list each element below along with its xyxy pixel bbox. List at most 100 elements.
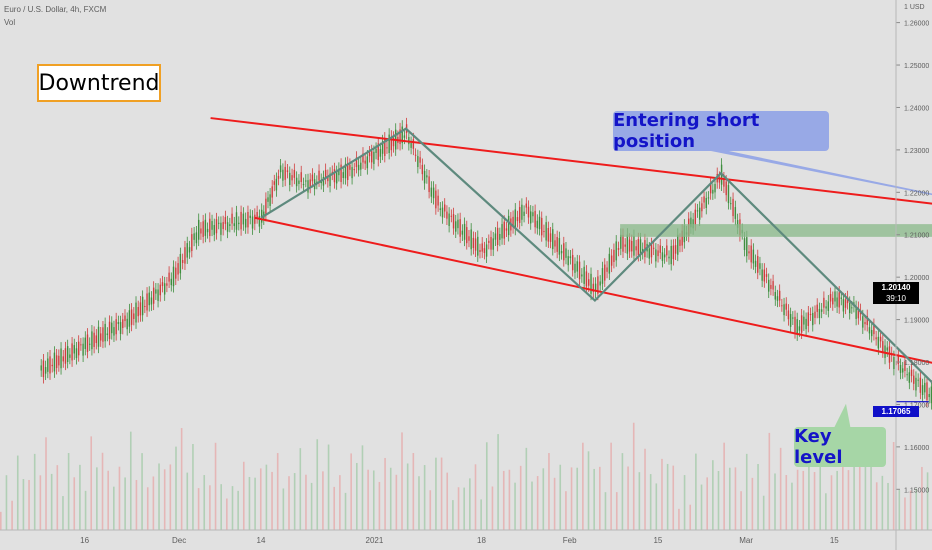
candle-body [604, 264, 606, 281]
candle-body [844, 299, 847, 308]
candle-body [776, 296, 779, 301]
candle-body [613, 249, 615, 262]
candle-body [338, 168, 340, 176]
candle-body [736, 220, 739, 228]
candle-body [401, 126, 403, 143]
candle-body [177, 263, 179, 275]
candle-body [774, 291, 776, 300]
volume-bar [0, 511, 2, 530]
volume-bar [864, 466, 867, 530]
candle-body [117, 322, 120, 325]
price-candles [40, 117, 932, 410]
candle-body [757, 256, 759, 273]
volume-label[interactable]: Vol [4, 18, 16, 27]
candle-body [601, 268, 604, 284]
volume-bar [197, 488, 200, 530]
volume-bar [282, 488, 285, 530]
candle-body [450, 215, 453, 217]
downtrend-label[interactable]: Downtrend [37, 64, 161, 102]
candle-body [373, 151, 375, 164]
candle-body [251, 216, 254, 229]
volume-bar [395, 474, 398, 530]
candle-body [661, 252, 664, 262]
candle-body [930, 386, 932, 404]
candle-body [588, 279, 590, 286]
candle-body [181, 260, 184, 263]
volume-bar [695, 453, 697, 530]
candle-body [410, 142, 412, 148]
candle-body [441, 207, 444, 218]
volume-bar [339, 475, 341, 530]
volume-bar [728, 467, 731, 530]
candle-body [754, 260, 757, 267]
volume-bar [327, 444, 330, 530]
channel-lower-line[interactable] [254, 216, 932, 466]
volume-bar [220, 484, 222, 530]
candle-body [240, 211, 242, 230]
volume-bar [412, 453, 415, 530]
volume-bar [678, 508, 680, 530]
candle-body [809, 313, 812, 315]
candle-body [368, 152, 371, 157]
volume-bar [333, 486, 336, 530]
volume-bar [909, 490, 912, 530]
candle-body [488, 240, 490, 243]
candle-body [655, 249, 657, 262]
volume-bar [502, 470, 505, 530]
volume-bar [124, 477, 126, 530]
key-level-callout[interactable]: Key level [794, 426, 886, 468]
candle-body [193, 233, 195, 240]
volume-bar [186, 472, 189, 530]
volume-bar [118, 466, 121, 530]
volume-bar [593, 468, 595, 530]
candle-body [712, 189, 714, 194]
candle-body [166, 283, 168, 286]
candle-body [496, 227, 499, 246]
candle-body [254, 214, 256, 224]
candle-body [282, 169, 284, 181]
volume-bar [446, 472, 449, 530]
symbol-title[interactable]: Euro / U.S. Dollar, 4h, FXCM [4, 5, 107, 14]
candle-body [58, 355, 60, 366]
candle-body [919, 377, 922, 393]
candle-body [840, 297, 842, 299]
volume-bar [96, 467, 98, 530]
candle-body [435, 190, 437, 209]
candle-body [897, 355, 900, 365]
candle-body [113, 327, 115, 336]
volume-bar [16, 455, 19, 530]
entry-zone [620, 224, 932, 237]
candle-body [770, 284, 772, 289]
volume-bar [627, 466, 629, 530]
zigzag-projection[interactable] [260, 127, 932, 402]
candle-body [184, 247, 186, 264]
candle-body [349, 164, 351, 170]
candle-body [875, 337, 877, 340]
entering-short-callout[interactable]: Entering short position [613, 110, 829, 152]
candle-body [477, 236, 479, 256]
candle-body [536, 220, 539, 229]
candle-body [200, 228, 202, 234]
short-callout-pointer [706, 150, 932, 196]
candle-body [679, 239, 681, 246]
volume-bar [146, 487, 149, 530]
candle-body [873, 324, 875, 335]
candle-body [701, 203, 703, 212]
candle-body [814, 311, 816, 318]
candle-body [150, 297, 153, 305]
candle-body [512, 216, 514, 228]
candle-body [80, 344, 82, 346]
volume-bar [762, 495, 765, 530]
candle-body [778, 290, 781, 301]
volume-bar [11, 500, 13, 530]
candle-body [55, 355, 58, 369]
candle-body [159, 284, 161, 296]
candle-body [857, 307, 860, 319]
volume-bar [288, 476, 290, 530]
candle-body [97, 326, 100, 347]
candle-body [195, 232, 198, 244]
channel-upper-line[interactable] [210, 117, 932, 265]
candle-body [532, 212, 534, 217]
candle-body [73, 345, 75, 354]
candle-body [377, 143, 379, 161]
